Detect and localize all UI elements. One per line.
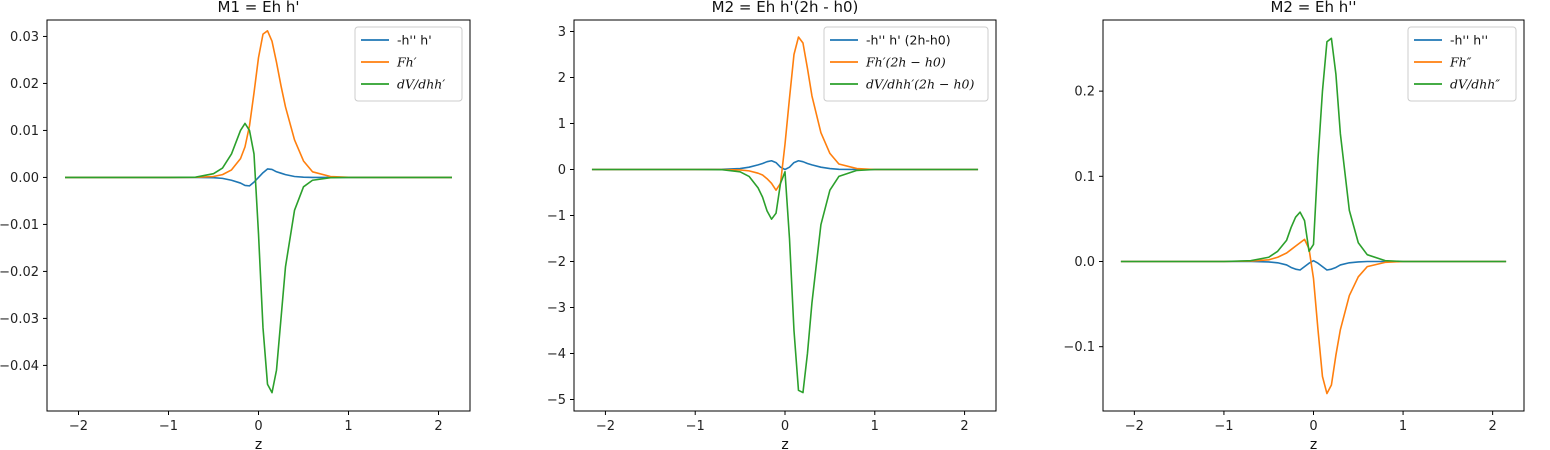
y-tick-label: −2 — [547, 255, 566, 270]
x-tick-label: 0 — [1309, 419, 1317, 434]
x-axis-label: z — [1310, 437, 1317, 450]
y-tick-label: 0.03 — [10, 30, 39, 45]
chart-2: M2 = Eh h'(2h - h0) −2 −1 0 1 2 −5 −4 −3 −2 −1 0 1 2 3… — [547, 0, 997, 450]
legend-label-3: dV/dhh″ — [1450, 77, 1500, 92]
x-tick-label: −2 — [1125, 419, 1144, 434]
chart-title: M1 = Eh h' — [218, 0, 300, 16]
y-tick-label: −0.02 — [0, 265, 39, 280]
chart-1: M1 = Eh h' −2 −1 0 1 2 −0.04 −0.03 −0.02 −0.01 0.0… — [0, 0, 471, 450]
legend-label-2: Fh″ — [1449, 55, 1472, 70]
y-tick-label: −3 — [547, 301, 566, 316]
y-tick-label: 3 — [558, 25, 566, 40]
x-tick-label: 2 — [960, 419, 968, 434]
legend-box — [354, 26, 463, 102]
y-tick-label: 0.00 — [10, 171, 39, 186]
y-tick-label: 1 — [558, 117, 566, 132]
y-tick-label: 0.02 — [10, 77, 39, 92]
x-tick-label: 1 — [344, 419, 352, 434]
chart-title: M2 = Eh h'(2h - h0) — [712, 0, 859, 16]
x-axis-label: z — [255, 437, 262, 450]
x-tick-label: −2 — [596, 419, 615, 434]
x-tick-label: 2 — [1489, 419, 1497, 434]
y-tick-label: 0.01 — [10, 124, 39, 139]
y-tick-label: −0.04 — [0, 359, 39, 374]
legend-label-2: Fh′ — [396, 55, 417, 70]
y-tick-label: −0.1 — [1063, 340, 1095, 355]
y-tick-label: 2 — [558, 71, 566, 86]
legend: -h'' h'' Fh″ dV/dhh″ — [1407, 26, 1517, 102]
series-line-3 — [1120, 37, 1507, 263]
x-axis-label: z — [781, 437, 788, 450]
y-tick-label: −4 — [547, 347, 566, 362]
series-line-2 — [1120, 238, 1507, 395]
legend-label-1: -h'' h' — [397, 33, 432, 48]
x-tick-label: 0 — [254, 419, 262, 434]
series-line-2 — [65, 30, 452, 179]
x-tick-label: 1 — [871, 419, 879, 434]
x-tick-label: −2 — [69, 419, 88, 434]
series-line-3 — [65, 122, 452, 394]
series-line-2 — [591, 36, 979, 191]
legend-label-3: dV/dhh′ — [397, 77, 445, 92]
legend-box — [1407, 26, 1517, 102]
x-tick-label: 2 — [434, 419, 442, 434]
x-tick-label: −1 — [159, 419, 178, 434]
y-tick-label: −5 — [547, 393, 566, 408]
x-tick-label: −1 — [1214, 419, 1233, 434]
legend: -h'' h' Fh′ dV/dhh′ — [354, 26, 463, 102]
series-line-1 — [65, 168, 452, 187]
legend-label-1: -h'' h' (2h-h0) — [866, 33, 951, 48]
y-tick-label: 0 — [558, 163, 566, 178]
y-tick-label: −0.01 — [0, 218, 39, 233]
legend: -h'' h' (2h-h0) Fh′(2h − h0) dV/dhh′(2h − … — [823, 26, 989, 102]
legend-label-3: dV/dhh′(2h − h0) — [866, 77, 974, 92]
x-tick-label: 1 — [1399, 419, 1407, 434]
series-line-3 — [591, 168, 979, 394]
legend-label-2: Fh′(2h − h0) — [865, 55, 946, 70]
chart-3: M2 = Eh h'' −2 −1 0 1 2 −0.1 0.0 0.1 0.2 z -h'' h''… — [1063, 0, 1525, 450]
legend-box — [823, 26, 989, 102]
chart-title: M2 = Eh h'' — [1270, 0, 1356, 16]
series-line-1 — [1120, 259, 1507, 271]
legend-label-1: -h'' h'' — [1450, 33, 1488, 48]
x-tick-label: 0 — [781, 419, 789, 434]
y-tick-label: −0.03 — [0, 312, 39, 327]
series-line-1 — [591, 159, 979, 171]
x-tick-label: −1 — [686, 419, 705, 434]
y-tick-label: −1 — [547, 209, 566, 224]
y-tick-label: 0.2 — [1074, 85, 1095, 100]
y-tick-label: 0.0 — [1074, 255, 1095, 270]
y-tick-label: 0.1 — [1074, 170, 1095, 185]
